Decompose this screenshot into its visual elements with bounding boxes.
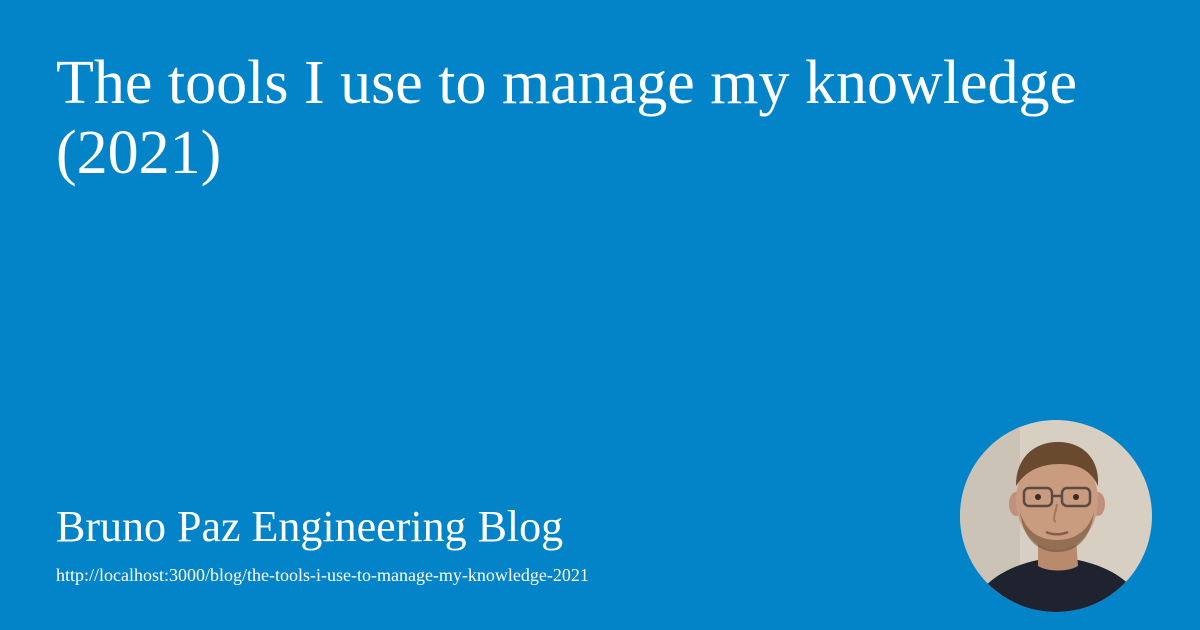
author-avatar-photo-icon xyxy=(960,420,1152,612)
post-title-line-2: (2021) xyxy=(56,119,222,187)
post-url: http://localhost:3000/blog/the-tools-i-u… xyxy=(56,565,589,585)
blog-name: Bruno Paz Engineering Blog xyxy=(56,502,564,551)
author-avatar xyxy=(960,420,1152,612)
post-title: The tools I use to manage my knowledge (… xyxy=(56,48,1200,188)
post-title-line-1: The tools I use to manage my knowledge xyxy=(56,49,1078,117)
